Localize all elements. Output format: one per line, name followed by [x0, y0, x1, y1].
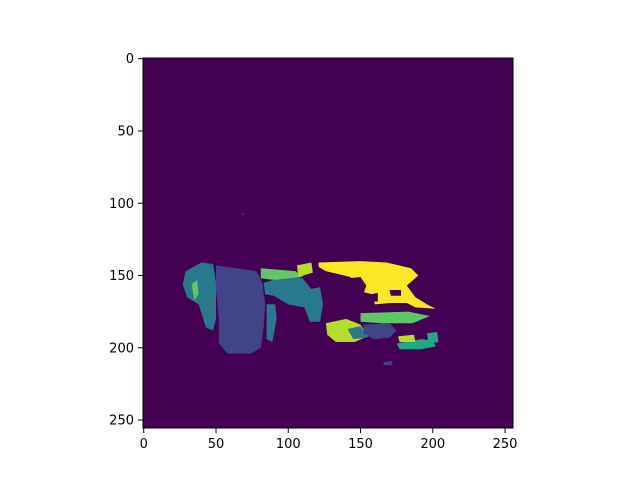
- plot-frame: [142, 57, 514, 429]
- region-1: [182, 262, 216, 331]
- region-12: [360, 311, 430, 324]
- x-tick-label-2: 100: [276, 437, 301, 452]
- region-3: [263, 276, 315, 308]
- region-19: [383, 360, 393, 366]
- region-15: [363, 323, 397, 340]
- region-17: [398, 334, 416, 343]
- region-8: [318, 261, 436, 309]
- region-0: [215, 265, 266, 354]
- x-tick-label-5: 250: [493, 437, 518, 452]
- plot-area: [143, 58, 513, 428]
- y-tick-label-5: 250: [109, 414, 134, 429]
- y-tick-label-4: 200: [109, 341, 134, 356]
- x-tick-label-1: 50: [208, 437, 225, 452]
- region-2: [191, 279, 199, 301]
- region-11: [370, 292, 378, 302]
- x-axis: 0 50 100 150 200 250: [140, 428, 518, 452]
- segmentation-regions: [182, 213, 439, 366]
- region-7: [296, 262, 313, 277]
- region-10: [389, 289, 401, 296]
- x-tick-label-3: 150: [348, 437, 373, 452]
- region-16: [396, 339, 436, 350]
- region-20: [242, 213, 244, 215]
- region-14: [347, 326, 368, 340]
- x-tick-label-0: 0: [140, 437, 148, 452]
- region-4: [266, 304, 277, 343]
- y-tick-label-2: 100: [109, 197, 134, 212]
- region-6: [260, 268, 303, 280]
- x-tick-label-4: 200: [420, 437, 445, 452]
- heatmap-background: [143, 58, 513, 428]
- region-9: [347, 276, 367, 295]
- y-tick-label-3: 150: [109, 269, 134, 284]
- y-tick-label-1: 50: [117, 124, 134, 139]
- y-axis: 0 50 100 150 200 250: [109, 52, 143, 429]
- y-tick-label-0: 0: [126, 52, 134, 67]
- region-18: [427, 331, 439, 344]
- region-5: [304, 287, 323, 322]
